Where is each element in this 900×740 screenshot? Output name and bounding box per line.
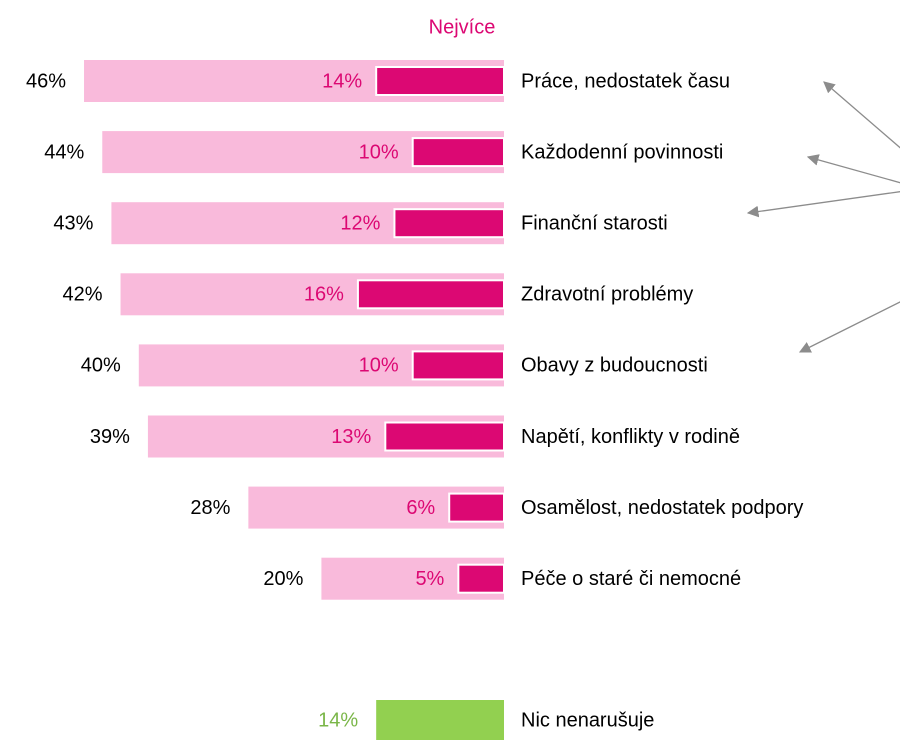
arrow [823, 81, 900, 149]
arrow [798, 301, 900, 353]
category-label: Obavy z budoucnosti [521, 355, 708, 377]
category-label: Nic nenarušuje [521, 709, 654, 731]
arrow [746, 191, 900, 218]
bar [411, 137, 506, 168]
value-label: 16% [304, 284, 344, 306]
value-label: 12% [340, 212, 380, 234]
category-label: Napětí, konflikty v rodině [521, 426, 740, 448]
category-label: Práce, nedostatek času [521, 70, 730, 92]
category-label: Finanční starosti [521, 212, 668, 234]
value-label: 39% [90, 426, 130, 448]
bar [448, 492, 505, 523]
value-label: 43% [53, 212, 93, 234]
value-label: 46% [26, 70, 66, 92]
category-label: Zdravotní problémy [521, 284, 693, 306]
value-label: 13% [331, 426, 371, 448]
value-label: 40% [81, 355, 121, 377]
value-label: 20% [263, 568, 303, 590]
value-label: 28% [190, 497, 230, 519]
bar [356, 279, 506, 310]
arrows [746, 81, 900, 353]
value-label: 44% [44, 141, 84, 163]
value-label: 10% [359, 141, 399, 163]
value-label: 6% [406, 497, 435, 519]
bar [411, 350, 506, 381]
category-label: Osamělost, nedostatek podpory [521, 497, 803, 519]
value-label: 42% [63, 284, 103, 306]
category-label: Péče o staré či nemocné [521, 568, 741, 590]
value-label: 14% [318, 709, 358, 731]
value-label: 10% [359, 355, 399, 377]
value-label: 14% [322, 70, 362, 92]
arrow [806, 154, 900, 184]
series-title: Nejvíce [429, 16, 496, 38]
value-label: 5% [415, 568, 444, 590]
bar [375, 66, 505, 96]
bar [376, 700, 504, 740]
category-label: Každodenní povinnosti [521, 141, 723, 163]
bar [393, 208, 505, 239]
bar [457, 563, 506, 594]
bar [384, 421, 505, 452]
